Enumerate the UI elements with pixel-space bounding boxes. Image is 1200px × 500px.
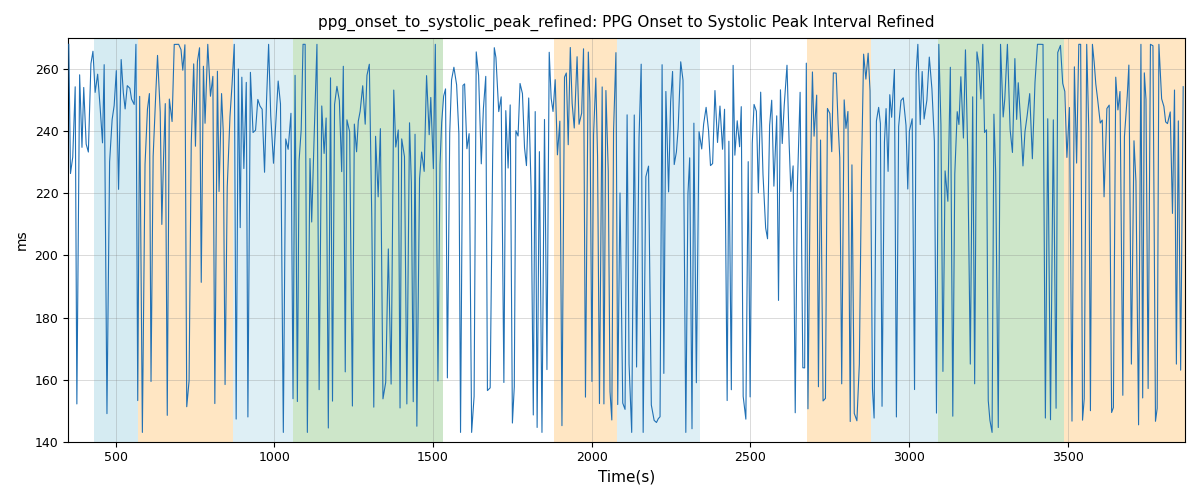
Title: ppg_onset_to_systolic_peak_refined: PPG Onset to Systolic Peak Interval Refined: ppg_onset_to_systolic_peak_refined: PPG … xyxy=(318,15,935,31)
Bar xyxy=(233,38,294,442)
Y-axis label: ms: ms xyxy=(16,230,29,250)
Bar xyxy=(553,38,617,442)
Bar xyxy=(294,38,443,442)
Bar xyxy=(138,38,233,442)
Bar xyxy=(871,38,937,442)
X-axis label: Time(s): Time(s) xyxy=(598,470,655,485)
Bar xyxy=(808,38,871,442)
Bar xyxy=(617,38,700,442)
Bar xyxy=(94,38,138,442)
Bar xyxy=(937,38,1064,442)
Bar xyxy=(1064,38,1184,442)
